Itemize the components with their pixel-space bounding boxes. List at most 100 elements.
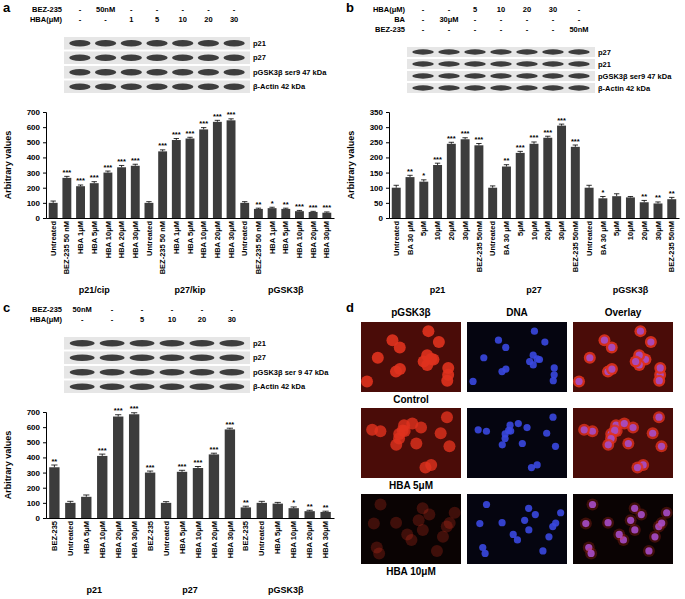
blot-strip bbox=[407, 59, 595, 69]
significance-label: *** bbox=[571, 137, 580, 146]
bar bbox=[65, 503, 75, 518]
bar bbox=[225, 429, 235, 518]
nucleus bbox=[645, 547, 652, 554]
bar bbox=[113, 417, 123, 518]
x-tick-label: Untreated bbox=[49, 221, 58, 256]
x-tick: BA 30 μM bbox=[406, 218, 415, 255]
y-tick-label: 500 bbox=[27, 138, 41, 147]
y-tick: 200 bbox=[27, 484, 46, 493]
nucleus bbox=[483, 501, 490, 508]
blot-lane-label: 1 bbox=[129, 15, 133, 24]
nucleus bbox=[608, 344, 615, 351]
bar bbox=[557, 126, 566, 218]
micrograph bbox=[573, 322, 673, 392]
cell-stain bbox=[435, 427, 447, 439]
nucleus bbox=[530, 352, 537, 359]
x-tick-label: HBA 20μM bbox=[117, 221, 126, 258]
blot-strip bbox=[64, 381, 250, 394]
blot-band bbox=[438, 49, 460, 54]
x-axis: BEZ-235UntreatedHBA 5μMHBA 10μMHBA 20μMH… bbox=[47, 518, 335, 558]
significance-label: *** bbox=[213, 112, 222, 121]
x-tick: HBA 1μM bbox=[268, 218, 277, 254]
nucleus bbox=[616, 531, 623, 538]
blot-band bbox=[146, 69, 167, 75]
blot-band bbox=[438, 61, 460, 66]
x-tick: 30μM bbox=[461, 218, 470, 240]
significance-label: * bbox=[422, 171, 425, 180]
bar bbox=[461, 139, 470, 218]
significance-label: *** bbox=[76, 176, 85, 185]
y-tick-label: 100 bbox=[27, 499, 41, 508]
micrograph bbox=[573, 494, 673, 564]
blot-band bbox=[490, 85, 512, 90]
x-tick-label: BEZ-235 50nM bbox=[667, 221, 676, 272]
blot-band bbox=[95, 40, 116, 46]
bar bbox=[81, 497, 91, 518]
nucleus bbox=[647, 338, 654, 345]
row-label: HBA 5μM bbox=[389, 480, 433, 491]
x-tick: HBA 5μM bbox=[281, 218, 290, 254]
x-tick-label: Untreated bbox=[257, 521, 266, 556]
blot-lane-label: 20 bbox=[204, 15, 212, 24]
blot-row-label: BEZ-235 bbox=[375, 25, 405, 34]
x-tick: BEZ-235 50nM bbox=[667, 218, 676, 272]
blot-lane-label: 5 bbox=[140, 315, 144, 324]
micrograph-background bbox=[573, 408, 673, 478]
significance-label: *** bbox=[433, 155, 442, 164]
blot-band bbox=[100, 384, 125, 390]
x-tick-label: 20μM bbox=[640, 221, 649, 240]
blot-band bbox=[70, 340, 95, 346]
blot-lane-label: - bbox=[448, 25, 451, 34]
blot-band bbox=[190, 355, 215, 361]
cell-stain bbox=[422, 325, 434, 337]
y-tick-label: 150 bbox=[370, 169, 384, 178]
group-label: p21 bbox=[430, 285, 446, 295]
cell-stain bbox=[634, 325, 646, 337]
x-tick-label: BEZ-235 50nM bbox=[571, 221, 580, 272]
cell-stain bbox=[606, 363, 618, 375]
blot-lane-label: - bbox=[578, 15, 581, 24]
blot-band-label: p21 bbox=[253, 339, 266, 348]
x-tick: BEZ-235 50nM bbox=[571, 218, 580, 272]
nucleus bbox=[658, 443, 665, 450]
blot-band bbox=[95, 69, 116, 75]
nucleus bbox=[531, 328, 538, 335]
x-tick-label: HBA 10μM bbox=[199, 221, 208, 258]
significance-label: ** bbox=[243, 498, 249, 507]
y-tick-mark bbox=[386, 142, 389, 143]
y-tick-mark bbox=[386, 188, 389, 189]
bar bbox=[131, 166, 140, 218]
y-tick-mark bbox=[386, 157, 389, 158]
significance-label: ** bbox=[283, 200, 289, 209]
significance-label: * bbox=[601, 188, 604, 197]
blot-band bbox=[160, 355, 185, 361]
significance-label: * bbox=[292, 498, 295, 507]
y-tick: 500 bbox=[27, 438, 46, 447]
blot-band bbox=[223, 55, 244, 61]
blot-band bbox=[69, 40, 90, 46]
blot-band-label: p27 bbox=[253, 53, 266, 62]
blot-band bbox=[412, 61, 434, 66]
nucleus bbox=[499, 441, 506, 448]
cell-stain bbox=[606, 341, 618, 353]
nucleus bbox=[521, 517, 528, 524]
blot-band bbox=[95, 84, 116, 90]
bar bbox=[49, 203, 58, 218]
y-tick-label: 0 bbox=[36, 214, 41, 223]
cell-stain bbox=[622, 438, 634, 450]
x-tick-label: 10μM bbox=[433, 221, 442, 240]
blot-band bbox=[223, 84, 244, 90]
x-tick-label: HBA 10μM bbox=[295, 221, 304, 258]
micrograph bbox=[361, 408, 461, 478]
cell-stain bbox=[442, 362, 454, 374]
y-tick-mark bbox=[43, 188, 46, 189]
blot-band bbox=[464, 73, 486, 78]
blot-lane-label: 10 bbox=[179, 15, 187, 24]
nucleus bbox=[501, 435, 508, 442]
blot-lane-label: - bbox=[130, 5, 133, 14]
error-cap bbox=[259, 501, 265, 502]
x-tick-label: HBA 30μM bbox=[130, 521, 139, 558]
x-tick: Untreated bbox=[66, 518, 75, 556]
blot-band bbox=[542, 73, 564, 78]
row-label: Control bbox=[393, 394, 429, 405]
